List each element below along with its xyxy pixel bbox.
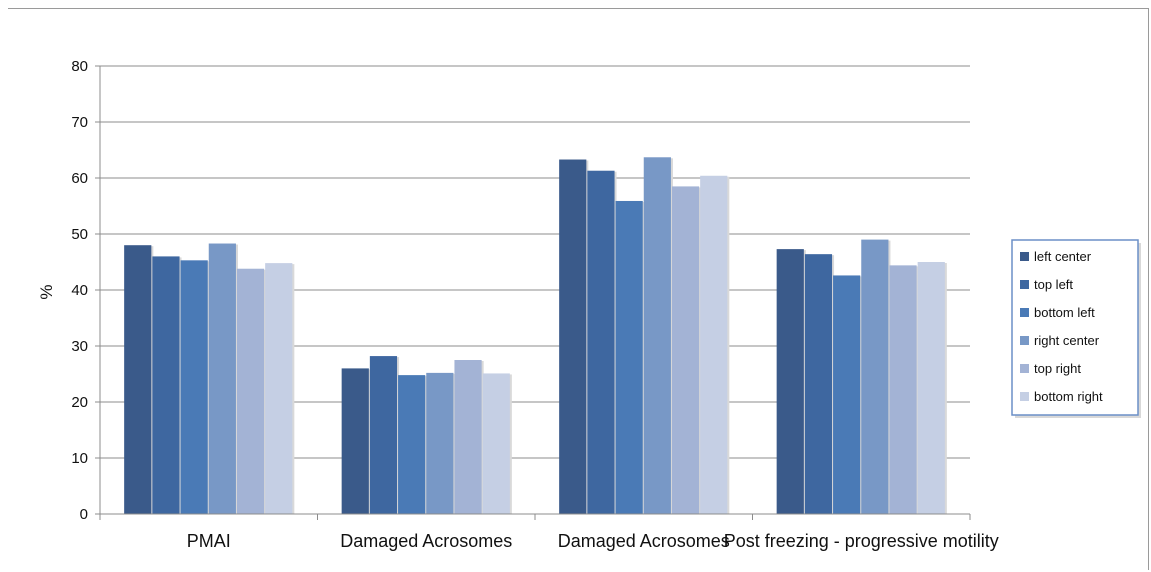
bar [700,175,728,514]
bar [559,159,587,514]
bar [454,360,482,514]
bar [152,256,180,514]
bar [180,260,208,514]
bar [236,268,265,514]
bar [482,373,510,514]
y-tick-label: 80 [71,58,88,75]
legend-swatch [1020,392,1029,401]
legend-swatch [1020,280,1029,289]
axes [99,66,971,520]
bar [208,243,236,514]
legend-label: bottom left [1034,305,1095,320]
y-tick-label: 10 [71,450,88,467]
bar [804,254,833,514]
legend-box [1011,239,1139,416]
y-tick-label: 20 [71,394,88,411]
y-tick-label: 0 [80,506,88,523]
y-tick-label: 50 [71,226,88,243]
bar [776,249,804,514]
bar [643,157,671,514]
legend-label: top right [1034,361,1081,376]
x-category-label: Damaged Acrosomes [558,531,730,551]
bar [615,200,643,514]
y-tick-label: 40 [71,282,88,299]
legend-swatch [1020,308,1029,317]
bar [889,265,917,514]
bar [833,275,861,514]
legend: left center top left bottom left right cent… [1011,239,1141,418]
y-axis-ticks: 0 10 20 30 40 50 60 70 80 [71,58,100,523]
legend-label: bottom right [1034,389,1103,404]
y-tick-label: 60 [71,170,88,187]
legend-swatch [1020,336,1029,345]
legend-label: top left [1034,277,1073,292]
bars [124,157,947,514]
legend-label: right center [1034,333,1100,348]
y-tick-label: 70 [71,114,88,131]
bar [369,356,398,514]
legend-label: left center [1034,249,1092,264]
bar [341,368,369,514]
bar [917,262,945,514]
x-category-label: Damaged Acrosomes [340,531,512,551]
bar [671,186,700,514]
bar [124,245,152,514]
bar [861,239,889,514]
x-axis-categories: PMAI Damaged Acrosomes Damaged AcrosomesPo… [187,531,999,551]
bar [587,170,615,514]
bar [398,375,426,514]
bar [426,372,454,514]
y-tick-label: 30 [71,338,88,355]
x-category-label: Post freezing - progressive motility [724,531,999,551]
legend-swatch [1020,252,1029,261]
legend-swatch [1020,364,1029,373]
x-category-label: PMAI [187,531,231,551]
y-axis-label: % [37,284,56,299]
bar [265,263,293,514]
